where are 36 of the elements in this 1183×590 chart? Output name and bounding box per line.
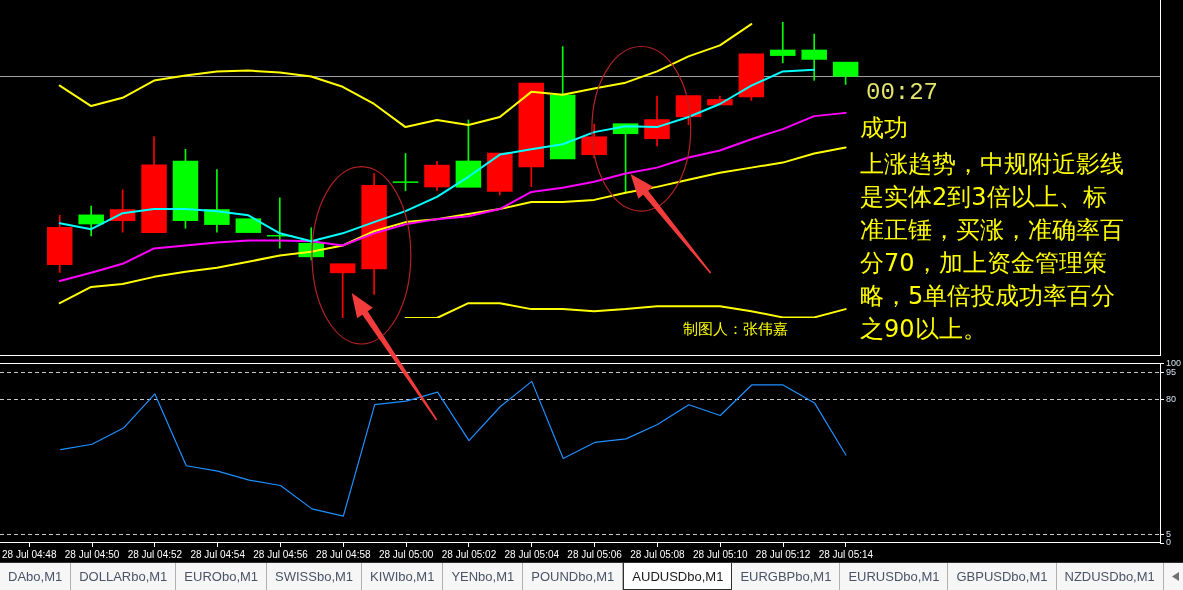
y-tick-label: 0 bbox=[1166, 537, 1172, 548]
candlestick bbox=[770, 22, 796, 64]
x-tick-label: 28 Jul 05:06 bbox=[567, 548, 623, 560]
tab[interactable]: KIWIbo,M1 bbox=[362, 563, 444, 590]
x-tick-label: 28 Jul 04:58 bbox=[316, 548, 372, 560]
x-tick-label: 28 Jul 05:08 bbox=[630, 548, 686, 560]
y-tick-label: 80 bbox=[1166, 393, 1177, 404]
y-tick-label: 100 bbox=[1166, 357, 1182, 368]
tab[interactable]: DAbo,M1 bbox=[0, 563, 72, 590]
tab[interactable]: GBPUSDbo,M1 bbox=[948, 563, 1057, 590]
tab[interactable]: YENbo,M1 bbox=[443, 563, 524, 590]
x-tick-label: 28 Jul 05:00 bbox=[378, 548, 434, 560]
annotation: 成功 bbox=[860, 114, 908, 143]
tab[interactable]: EURUSDbo,M1 bbox=[840, 563, 949, 590]
tab[interactable]: NZDUSDbo,M1 bbox=[1056, 563, 1164, 590]
x-tick-label: 28 Jul 05:04 bbox=[504, 548, 560, 560]
x-tick-label: 28 Jul 05:14 bbox=[818, 548, 874, 560]
tab[interactable]: EURObo,M1 bbox=[176, 563, 268, 590]
y-tick-label: 5 bbox=[1166, 528, 1172, 539]
x-tick-label: 28 Jul 04:52 bbox=[127, 548, 183, 560]
text: 00:27 bbox=[866, 78, 939, 107]
tab[interactable]: SWISSbo,M1 bbox=[267, 563, 363, 590]
y-tick-label: 95 bbox=[1166, 366, 1177, 377]
x-tick-label: 28 Jul 04:48 bbox=[1, 548, 57, 560]
x-tick-label: 28 Jul 05:12 bbox=[755, 548, 811, 560]
x-tick-label: 28 Jul 04:56 bbox=[253, 548, 309, 560]
x-tick-label: 28 Jul 04:54 bbox=[190, 548, 246, 560]
x-tick-label: 28 Jul 04:50 bbox=[64, 548, 120, 560]
x-tick-label: 28 Jul 05:02 bbox=[441, 548, 497, 560]
x-tick-label: 28 Jul 05:10 bbox=[693, 548, 748, 560]
tab[interactable]: DOLLARbo,M1 bbox=[71, 563, 177, 590]
tab[interactable]: AUDUSDbo,M1 bbox=[623, 563, 733, 590]
annotation: 上涨趋势，中规附近影线是实体2到3倍以上、标准正锤，买涨，准确率百分70，加上资金管理策略，5单倍投成功率百分之90以上。 bbox=[860, 149, 1125, 345]
text: 制图人：张伟嘉 bbox=[683, 320, 788, 338]
candlestick bbox=[801, 33, 827, 81]
tab[interactable]: EURGBPbo,M1 bbox=[732, 563, 841, 590]
